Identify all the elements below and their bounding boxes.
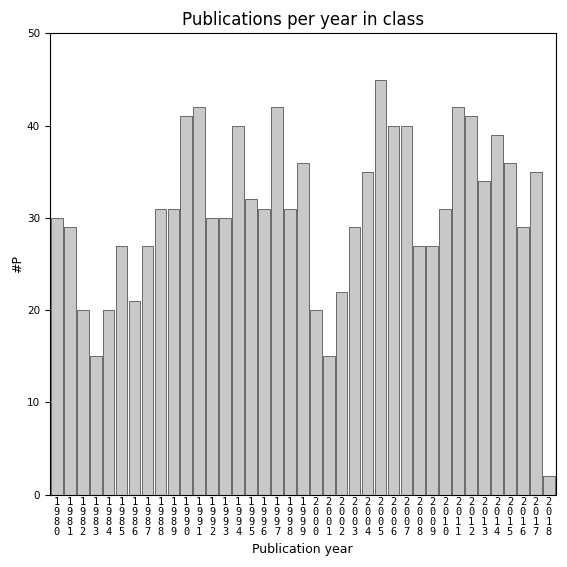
Bar — [77, 310, 88, 494]
Bar — [232, 126, 244, 494]
Bar — [517, 227, 528, 494]
Bar — [323, 356, 335, 494]
Bar — [336, 291, 348, 494]
Bar — [142, 246, 153, 494]
Bar — [466, 116, 477, 494]
Bar — [284, 209, 296, 494]
Bar — [362, 172, 373, 494]
Bar — [478, 181, 490, 494]
Bar — [491, 135, 503, 494]
Bar — [245, 200, 257, 494]
Bar — [103, 310, 115, 494]
Bar — [180, 116, 192, 494]
Bar — [51, 218, 63, 494]
Bar — [349, 227, 361, 494]
Bar — [155, 209, 166, 494]
Bar — [258, 209, 270, 494]
Bar — [297, 163, 308, 494]
Bar — [167, 209, 179, 494]
Bar — [271, 107, 283, 494]
Bar — [439, 209, 451, 494]
Y-axis label: #P: #P — [11, 255, 24, 273]
Bar — [452, 107, 464, 494]
Bar — [206, 218, 218, 494]
Bar — [543, 476, 555, 494]
Bar — [90, 356, 101, 494]
Bar — [426, 246, 438, 494]
Bar — [64, 227, 75, 494]
Bar — [375, 79, 386, 494]
Bar — [193, 107, 205, 494]
Bar — [530, 172, 541, 494]
Bar — [219, 218, 231, 494]
Bar — [388, 126, 399, 494]
Bar — [400, 126, 412, 494]
Title: Publications per year in class: Publications per year in class — [182, 11, 424, 29]
Bar — [310, 310, 321, 494]
Bar — [116, 246, 128, 494]
Bar — [129, 301, 141, 494]
Bar — [504, 163, 516, 494]
X-axis label: Publication year: Publication year — [252, 543, 353, 556]
Bar — [413, 246, 425, 494]
